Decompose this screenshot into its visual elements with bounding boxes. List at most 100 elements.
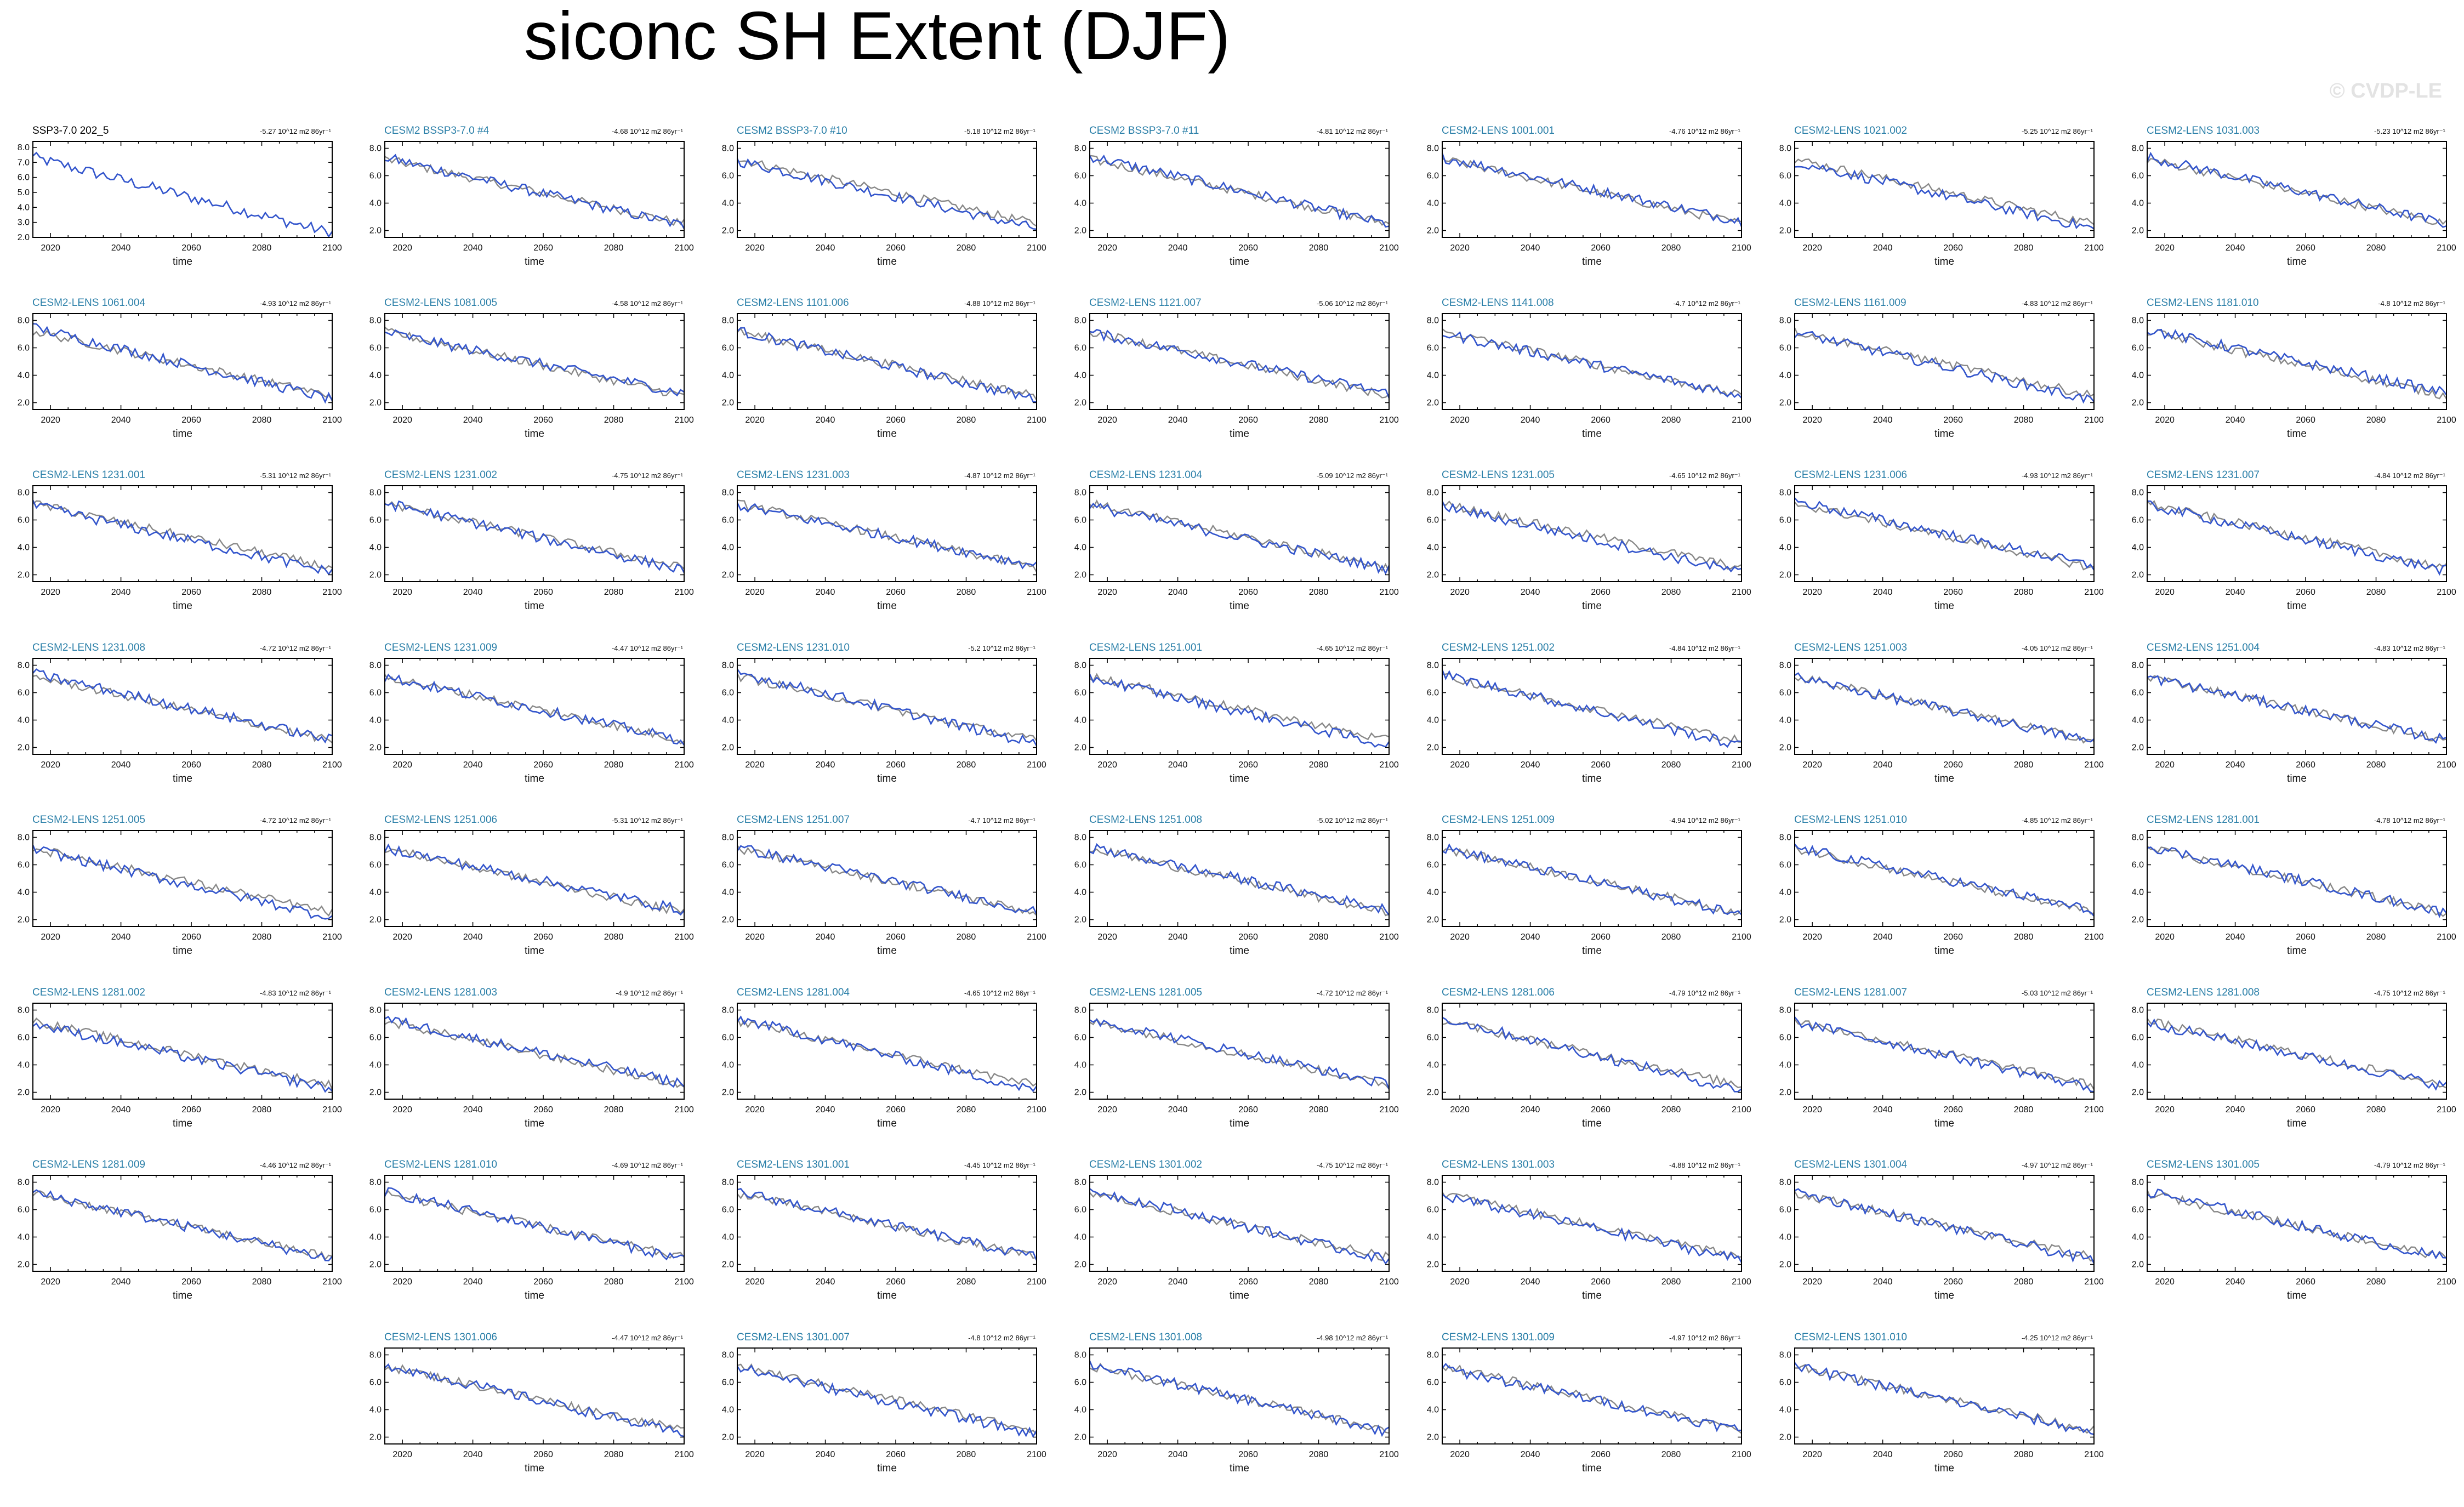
x-tick-label: 2080 — [252, 932, 272, 942]
y-tick-label: 6.0 — [369, 1205, 382, 1215]
x-axis-label: time — [173, 256, 192, 268]
x-tick-label: 2100 — [1379, 243, 1399, 253]
ensemble-series-line — [736, 1015, 1038, 1093]
y-tick-label: 8.0 — [1779, 661, 1791, 670]
y-tick-label: 4.0 — [18, 1061, 30, 1070]
ensemble-series-line — [384, 1187, 685, 1261]
x-tick-label: 2040 — [111, 932, 131, 942]
y-tick-label: 2.0 — [1074, 743, 1086, 753]
panel-title: CESM2-LENS 1301.008 — [1089, 1332, 1202, 1343]
x-tick-label: 2080 — [957, 243, 976, 253]
panel-frame — [32, 141, 333, 238]
y-tick-label: 8.0 — [369, 833, 382, 843]
x-tick-label: 2020 — [1450, 416, 1470, 425]
x-tick-label: 2040 — [1521, 932, 1540, 942]
y-tick-label: 4.0 — [1074, 888, 1086, 897]
y-tick-label: 8.0 — [369, 488, 382, 498]
x-axis-label: time — [1934, 1290, 1954, 1301]
figure-title: siconc SH Extent (DJF) — [524, 0, 1231, 74]
x-tick-label: 2100 — [1379, 1105, 1399, 1114]
x-tick-label: 2040 — [2226, 588, 2245, 597]
x-axis-label: time — [1230, 600, 1249, 612]
panel: CESM2-LENS 1141.008 -4.7 10^12 m2 86yr⁻¹ 2… — [1427, 297, 1751, 440]
x-tick-label: 2080 — [1661, 1277, 1681, 1287]
ensemble-series-line — [384, 1363, 685, 1437]
x-tick-label: 2100 — [1027, 243, 1046, 253]
x-axis-label: time — [525, 945, 544, 957]
x-tick-label: 2100 — [1379, 932, 1399, 942]
panel: CESM2-LENS 1281.001 -4.78 10^12 m2 86yr⁻¹… — [2132, 814, 2456, 957]
y-tick-label: 4.0 — [722, 888, 734, 897]
ensemble-series-line — [32, 499, 333, 576]
x-tick-label: 2080 — [2014, 1105, 2034, 1114]
x-tick-label: 2080 — [604, 588, 624, 597]
y-tick-label: 6.0 — [722, 344, 734, 353]
x-tick-label: 2040 — [1168, 1105, 1188, 1114]
y-tick-label: 8.0 — [1779, 316, 1791, 326]
panel-frame — [1794, 313, 2095, 410]
x-tick-label: 2100 — [674, 1277, 694, 1287]
y-tick-label: 2.0 — [1427, 571, 1439, 580]
y-tick-label: 4.0 — [722, 1233, 734, 1242]
reference-series-line — [32, 1190, 333, 1261]
x-tick-label: 2060 — [886, 416, 906, 425]
x-tick-label: 2020 — [1802, 416, 1822, 425]
y-tick-label: 8.0 — [1779, 1006, 1791, 1015]
x-axis-label: time — [1582, 945, 1602, 957]
x-tick-label: 2100 — [2437, 243, 2456, 253]
y-tick-label: 4.0 — [722, 716, 734, 725]
x-tick-label: 2020 — [2155, 760, 2175, 770]
panel-trend-label: -4.65 10^12 m2 86yr⁻¹ — [1317, 644, 1389, 652]
ensemble-series-line — [1442, 1193, 1743, 1263]
x-tick-label: 2020 — [745, 588, 765, 597]
panel: CESM2-LENS 1231.003 -4.87 10^12 m2 86yr⁻¹… — [722, 469, 1046, 612]
panel: CESM2-LENS 1301.003 -4.88 10^12 m2 86yr⁻¹… — [1427, 1159, 1751, 1301]
y-tick-label: 4.0 — [369, 199, 382, 208]
y-tick-label: 2.0 — [722, 226, 734, 236]
x-tick-label: 2100 — [674, 932, 694, 942]
y-tick-label: 8.0 — [722, 316, 734, 326]
x-tick-label: 2100 — [1732, 243, 1751, 253]
panel-frame — [737, 658, 1037, 755]
x-tick-label: 2060 — [1943, 760, 1963, 770]
x-axis-label: time — [877, 600, 897, 612]
x-tick-label: 2100 — [322, 416, 342, 425]
y-tick-label: 4.0 — [1074, 543, 1086, 553]
panel-trend-label: -4.93 10^12 m2 86yr⁻¹ — [260, 299, 332, 308]
y-tick-label: 2.0 — [369, 1088, 382, 1097]
y-tick-label: 6.0 — [1427, 689, 1439, 698]
x-tick-label: 2060 — [2296, 243, 2315, 253]
y-tick-label: 6.0 — [1779, 1378, 1791, 1387]
x-tick-label: 2100 — [2084, 1450, 2104, 1459]
x-tick-label: 2040 — [463, 932, 483, 942]
x-axis-label: time — [1582, 1463, 1602, 1474]
reference-series-line — [737, 160, 1037, 227]
panel-trend-label: -4.94 10^12 m2 86yr⁻¹ — [1669, 816, 1741, 824]
x-tick-label: 2100 — [2437, 1277, 2456, 1287]
panel-trend-label: -5.09 10^12 m2 86yr⁻¹ — [1317, 471, 1389, 480]
y-tick-label: 4.0 — [2132, 371, 2144, 380]
x-tick-label: 2040 — [1873, 416, 1893, 425]
y-tick-label: 8.0 — [1074, 1178, 1086, 1187]
panel-title: CESM2-LENS 1231.002 — [384, 469, 497, 481]
y-tick-label: 4.0 — [722, 1061, 734, 1070]
y-tick-label: 6.0 — [369, 689, 382, 698]
y-tick-label: 8.0 — [369, 1006, 382, 1015]
x-axis-label: time — [2287, 1118, 2307, 1129]
x-axis-label: time — [525, 600, 544, 612]
y-tick-label: 6.0 — [18, 1033, 30, 1043]
x-tick-label: 2080 — [957, 1105, 976, 1114]
panel: CESM2 BSSP3-7.0 #11 -4.81 10^12 m2 86yr⁻¹… — [1074, 125, 1399, 268]
ensemble-series-line — [1441, 1362, 1742, 1432]
panel-trend-label: -5.18 10^12 m2 86yr⁻¹ — [964, 127, 1036, 135]
x-tick-label: 2040 — [1873, 588, 1893, 597]
y-tick-label: 8.0 — [1779, 144, 1791, 153]
y-tick-label: 4.0 — [18, 543, 30, 553]
panel-frame — [1089, 485, 1390, 582]
y-tick-label: 2.0 — [1427, 399, 1439, 408]
ensemble-series-line — [737, 1187, 1038, 1261]
panel-title: CESM2-LENS 1231.008 — [32, 642, 145, 653]
panel: CESM2-LENS 1301.010 -4.25 10^12 m2 86yr⁻¹… — [1779, 1332, 2104, 1474]
y-tick-label: 2.0 — [1427, 743, 1439, 753]
y-tick-label: 2.0 — [369, 743, 382, 753]
